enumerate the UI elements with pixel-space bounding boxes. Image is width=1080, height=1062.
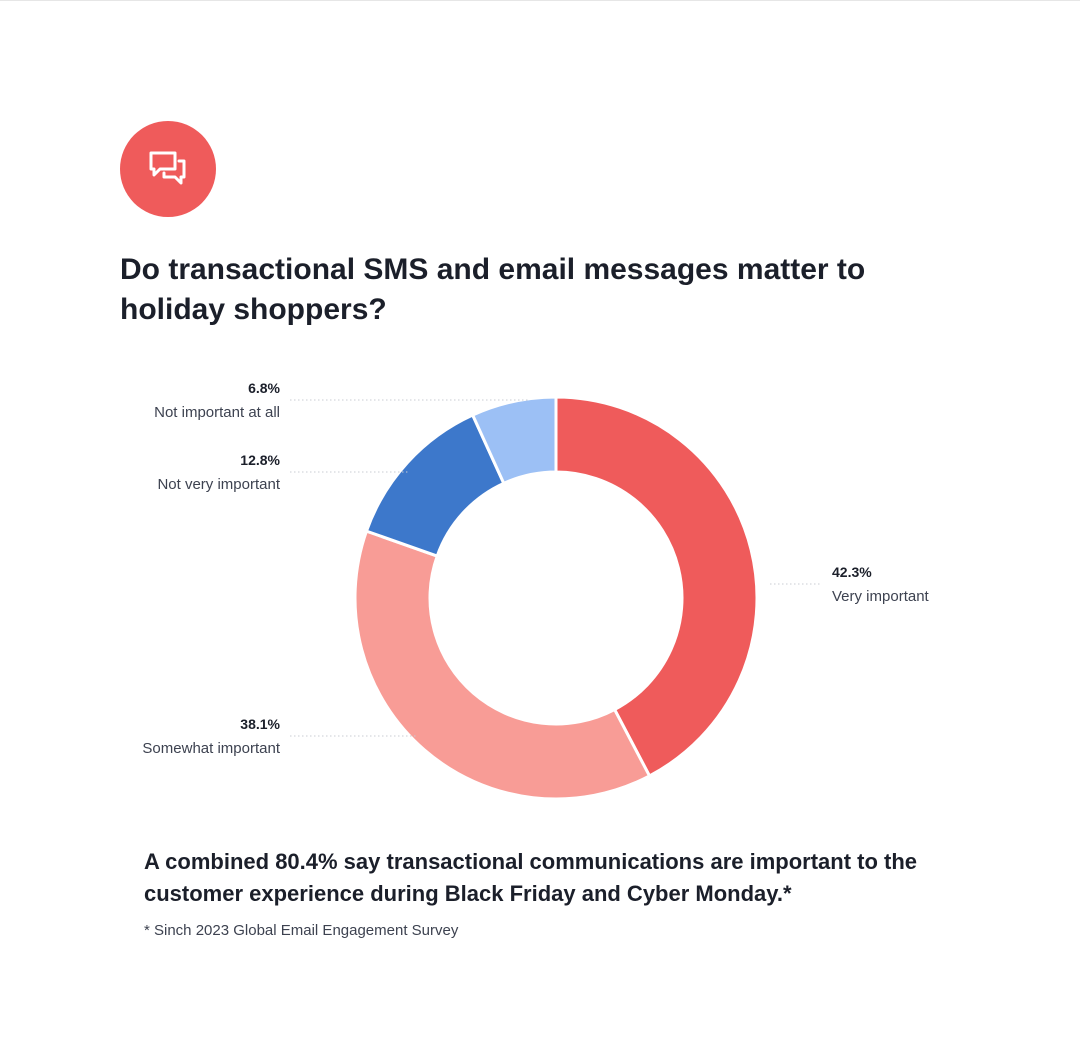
donut-chart: 42.3% Very important 38.1% Somewhat importa…	[0, 360, 1080, 820]
value-label-not-important-at-all: 6.8%	[248, 380, 280, 396]
chat-badge	[120, 121, 216, 217]
category-label-somewhat-important: Somewhat important	[142, 740, 280, 757]
donut-slice-not-important-at-all	[471, 395, 558, 485]
donut-chart-svg: 42.3% Very important 38.1% Somewhat importa…	[142, 380, 930, 801]
source-note: * Sinch 2023 Global Email Engagement Sur…	[144, 922, 459, 939]
category-label-not-very-important: Not very important	[157, 476, 280, 493]
category-label-very-important: Very important	[832, 588, 930, 605]
value-label-not-very-important: 12.8%	[240, 452, 280, 468]
chart-title: Do transactional SMS and email messages …	[120, 253, 866, 326]
summary-note: A combined 80.4% say transactional commu…	[144, 849, 918, 906]
chat-bubbles-icon	[149, 151, 186, 185]
category-label-not-important-at-all: Not important at all	[154, 404, 280, 421]
donut-slice-very-important	[554, 395, 759, 778]
value-label-somewhat-important: 38.1%	[240, 716, 280, 732]
donut-slice-somewhat-important	[353, 529, 651, 801]
value-label-very-important: 42.3%	[832, 564, 872, 580]
top-divider	[0, 0, 1080, 1]
